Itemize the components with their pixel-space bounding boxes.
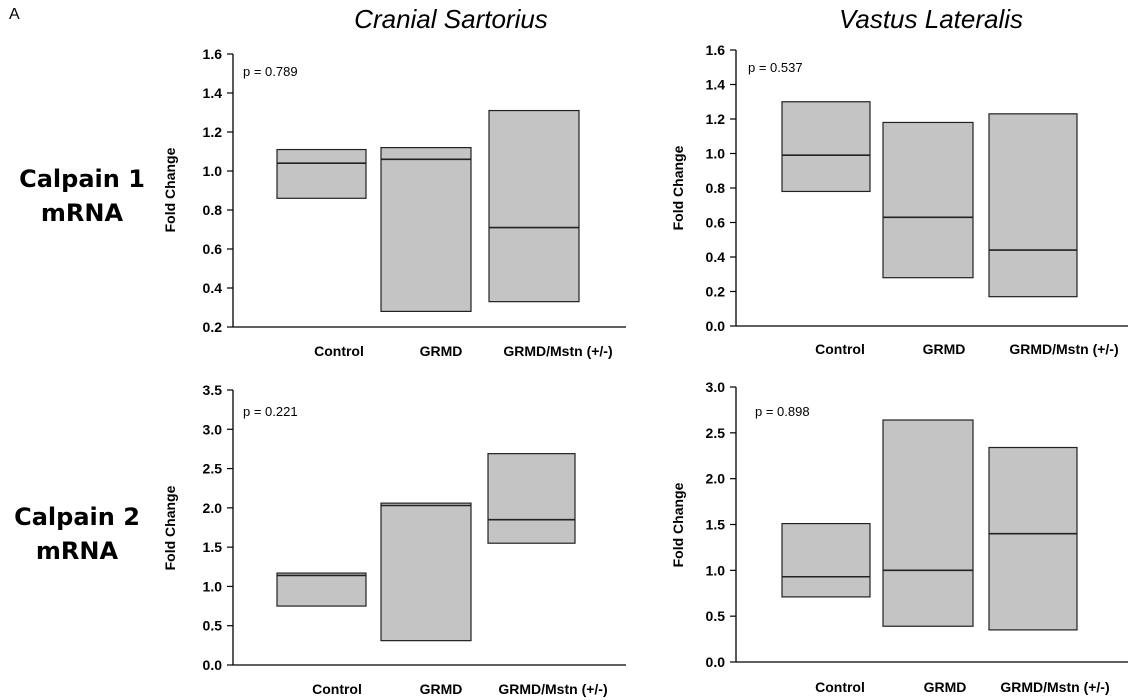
calpain1-vastus-lateralis-y-tick-label: 1.2 xyxy=(706,111,726,127)
calpain2-vastus-lateralis-box-0 xyxy=(781,522,871,598)
calpain1-cranial-sartorius-y-tick-label: 0.4 xyxy=(203,280,223,296)
calpain1-cranial-sartorius-y-tick-label: 0.8 xyxy=(203,202,223,218)
calpain2-cranial-sartorius-y-tick-label: 0.0 xyxy=(203,657,223,673)
row-label-calpain-1-line1: Calpain 1 xyxy=(19,165,145,193)
calpain1-vastus-lateralis-y-tick-label: 1.4 xyxy=(706,77,726,93)
calpain2-cranial-sartorius-y-tick-label: 2.0 xyxy=(203,500,223,516)
calpain2-vastus-lateralis-y-tick-label: 1.5 xyxy=(706,517,726,533)
calpain2-cranial-sartorius-box-0 xyxy=(276,572,367,607)
calpain2-cranial-sartorius-y-tick-label: 3.5 xyxy=(203,382,223,398)
calpain1-cranial-sartorius-y-tick-label: 1.4 xyxy=(203,85,223,101)
calpain1-vastus-lateralis-box-2 xyxy=(988,113,1078,298)
calpain1-cranial-sartorius-y-tick-label: 0.6 xyxy=(203,241,223,257)
column-title-vastus-lateralis: Vastus Lateralis xyxy=(838,4,1024,34)
calpain1-vastus-lateralis-y-axis-label: Fold Change xyxy=(670,145,686,230)
row-label-calpain-2: Calpain 2 mRNA xyxy=(14,500,140,568)
column-title-cranial-sartorius: Cranial Sartorius xyxy=(354,4,548,34)
calpain1-vastus-lateralis-y-tick-label: 0.0 xyxy=(706,318,726,334)
calpain1-cranial-sartorius-category-label: Control xyxy=(314,343,364,359)
calpain1-vastus-lateralis-box-1 xyxy=(882,121,974,279)
calpain2-cranial-sartorius-y-tick-label: 1.0 xyxy=(203,578,223,594)
calpain2-vastus-lateralis-category-label: GRMD/Mstn (+/-) xyxy=(1000,679,1109,695)
calpain1-vastus-lateralis-category-label: Control xyxy=(815,341,865,357)
calpain2-cranial-sartorius-category-label: GRMD xyxy=(420,681,463,697)
calpain2-vastus-lateralis-y-tick-label: 2.5 xyxy=(706,425,726,441)
calpain1-vastus-lateralis-y-tick-label: 0.8 xyxy=(706,180,726,196)
calpain1-cranial-sartorius-y-tick-label: 1.6 xyxy=(203,46,223,62)
row-label-calpain-2-line1: Calpain 2 xyxy=(14,503,140,531)
calpain2-cranial-sartorius-box-2 xyxy=(487,453,576,544)
calpain1-cranial-sartorius-category-label: GRMD/Mstn (+/-) xyxy=(503,343,612,359)
calpain2-vastus-lateralis-y-tick-label: 0.5 xyxy=(706,608,726,624)
calpain1-vastus-lateralis-y-tick-label: 1.0 xyxy=(706,146,726,162)
calpain2-cranial-sartorius-category-label: Control xyxy=(312,681,362,697)
calpain1-vastus-lateralis-category-label: GRMD xyxy=(923,341,966,357)
calpain2-cranial-sartorius-p-value: p = 0.221 xyxy=(243,404,298,419)
calpain2-vastus-lateralis-box-1 xyxy=(882,419,974,627)
calpain1-cranial-sartorius-category-label: GRMD xyxy=(420,343,463,359)
calpain2-cranial-sartorius-y-tick-label: 3.0 xyxy=(203,421,223,437)
calpain2-vastus-lateralis-y-tick-label: 1.0 xyxy=(706,562,726,578)
calpain2-cranial-sartorius-category-label: GRMD/Mstn (+/-) xyxy=(498,681,607,697)
calpain2-cranial-sartorius-y-axis-label: Fold Change xyxy=(162,485,178,570)
calpain1-cranial-sartorius-box-2 xyxy=(488,109,580,303)
calpain1-vastus-lateralis-y-tick-label: 0.4 xyxy=(706,249,726,265)
calpain1-cranial-sartorius-y-tick-label: 0.2 xyxy=(203,319,223,335)
calpain1-vastus-lateralis-category-label: GRMD/Mstn (+/-) xyxy=(1009,341,1118,357)
row-label-calpain-1-line2: mRNA xyxy=(40,199,124,227)
calpain2-vastus-lateralis-y-tick-label: 0.0 xyxy=(706,654,726,670)
calpain1-cranial-sartorius-y-axis-label: Fold Change xyxy=(162,147,178,232)
calpain1-cranial-sartorius-box-0 xyxy=(276,148,367,199)
calpain1-vastus-lateralis-y-tick-label: 1.6 xyxy=(706,42,726,58)
calpain2-vastus-lateralis-category-label: Control xyxy=(815,679,865,695)
calpain2-cranial-sartorius-box-1 xyxy=(380,502,472,642)
calpain2-vastus-lateralis-box-2 xyxy=(988,446,1078,631)
calpain2-cranial-sartorius-y-tick-label: 2.5 xyxy=(203,461,223,477)
panel-letter: A xyxy=(9,6,20,23)
calpain1-cranial-sartorius-box-1 xyxy=(380,147,472,313)
calpain1-cranial-sartorius-y-tick-label: 1.2 xyxy=(203,124,223,140)
calpain2-vastus-lateralis-category-label: GRMD xyxy=(924,679,967,695)
calpain2-vastus-lateralis-p-value: p = 0.898 xyxy=(755,404,810,419)
calpain2-cranial-sartorius-y-tick-label: 1.5 xyxy=(203,539,223,555)
calpain2-cranial-sartorius-y-tick-label: 0.5 xyxy=(203,618,223,634)
calpain2-vastus-lateralis-y-tick-label: 3.0 xyxy=(706,379,726,395)
calpain1-vastus-lateralis-y-tick-label: 0.2 xyxy=(706,284,726,300)
calpain2-vastus-lateralis-y-axis-label: Fold Change xyxy=(670,482,686,567)
calpain1-cranial-sartorius-p-value: p = 0.789 xyxy=(243,64,298,79)
row-label-calpain-1: Calpain 1 mRNA xyxy=(19,162,145,230)
calpain1-vastus-lateralis-y-tick-label: 0.6 xyxy=(706,215,726,231)
row-label-calpain-2-line2: mRNA xyxy=(35,537,119,565)
calpain1-cranial-sartorius-y-tick-label: 1.0 xyxy=(203,163,223,179)
calpain1-vastus-lateralis-box-0 xyxy=(781,101,871,193)
calpain1-vastus-lateralis-p-value: p = 0.537 xyxy=(748,60,803,75)
calpain2-vastus-lateralis-y-tick-label: 2.0 xyxy=(706,471,726,487)
